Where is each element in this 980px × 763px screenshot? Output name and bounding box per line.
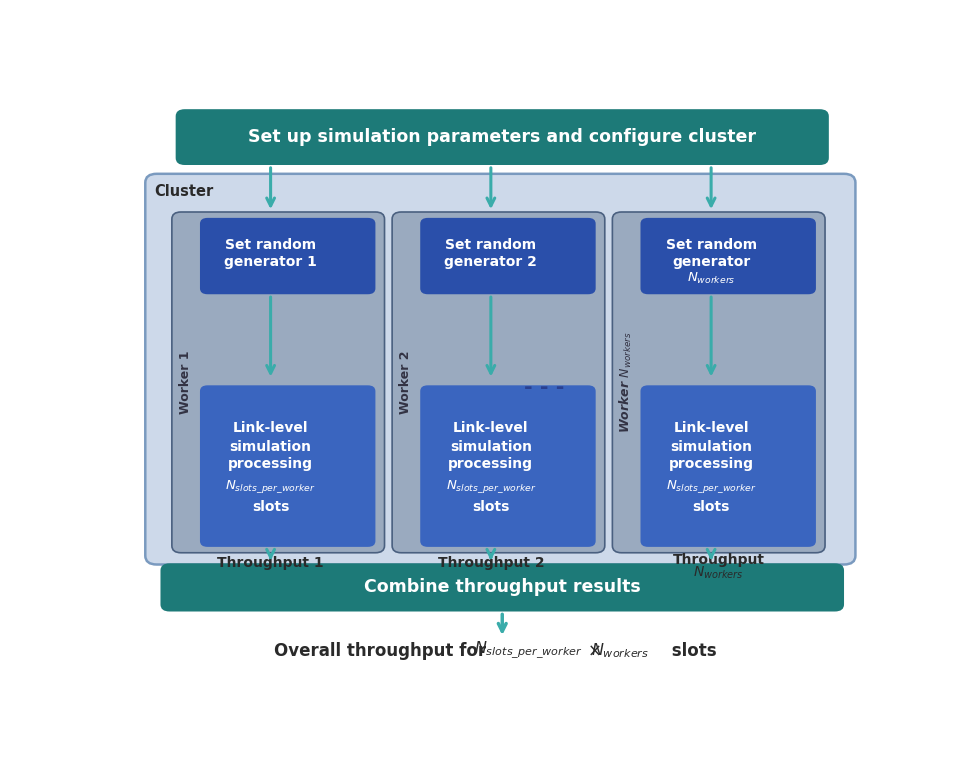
Text: Worker 2: Worker 2 bbox=[399, 351, 412, 414]
Text: Link-level: Link-level bbox=[453, 421, 528, 435]
Text: Set random: Set random bbox=[445, 239, 536, 253]
Text: $N_{slots\_per\_worker}$: $N_{slots\_per\_worker}$ bbox=[474, 640, 583, 662]
Text: Worker 1: Worker 1 bbox=[178, 351, 192, 414]
FancyBboxPatch shape bbox=[392, 212, 605, 552]
Text: Set random: Set random bbox=[665, 239, 757, 253]
FancyBboxPatch shape bbox=[200, 385, 375, 547]
FancyBboxPatch shape bbox=[200, 218, 375, 295]
FancyBboxPatch shape bbox=[420, 385, 596, 547]
Text: $N_{workers}$: $N_{workers}$ bbox=[687, 271, 735, 286]
Text: simulation: simulation bbox=[450, 439, 532, 454]
Text: generator: generator bbox=[672, 255, 751, 269]
Text: Throughput 1: Throughput 1 bbox=[218, 556, 324, 571]
Text: $\times$: $\times$ bbox=[587, 642, 600, 660]
Text: - - -: - - - bbox=[524, 378, 564, 398]
Text: generator 2: generator 2 bbox=[444, 255, 537, 269]
FancyBboxPatch shape bbox=[641, 385, 816, 547]
Text: processing: processing bbox=[668, 457, 754, 472]
FancyBboxPatch shape bbox=[145, 174, 856, 565]
FancyBboxPatch shape bbox=[161, 563, 844, 611]
Text: simulation: simulation bbox=[670, 439, 752, 454]
Text: slots: slots bbox=[252, 501, 289, 514]
Text: Worker $N_{workers}$: Worker $N_{workers}$ bbox=[617, 331, 634, 433]
Text: Link-level: Link-level bbox=[233, 421, 309, 435]
Text: $N_{workers}$: $N_{workers}$ bbox=[693, 565, 744, 581]
Text: Set random: Set random bbox=[225, 239, 317, 253]
Text: Cluster: Cluster bbox=[155, 185, 214, 199]
FancyBboxPatch shape bbox=[612, 212, 825, 552]
Text: Set up simulation parameters and configure cluster: Set up simulation parameters and configu… bbox=[248, 128, 757, 146]
FancyBboxPatch shape bbox=[175, 109, 829, 165]
Text: $N_{slots\_per\_worker}$: $N_{slots\_per\_worker}$ bbox=[446, 478, 536, 495]
Text: Overall throughput for: Overall throughput for bbox=[274, 642, 492, 660]
Text: processing: processing bbox=[449, 457, 533, 472]
Text: slots: slots bbox=[472, 501, 510, 514]
Text: slots: slots bbox=[693, 501, 730, 514]
Text: simulation: simulation bbox=[229, 439, 312, 454]
Text: Throughput: Throughput bbox=[672, 553, 764, 568]
Text: Combine throughput results: Combine throughput results bbox=[364, 578, 641, 597]
FancyBboxPatch shape bbox=[172, 212, 384, 552]
FancyBboxPatch shape bbox=[641, 218, 816, 295]
Text: $N_{slots\_per\_worker}$: $N_{slots\_per\_worker}$ bbox=[665, 478, 757, 495]
Text: $N_{slots\_per\_worker}$: $N_{slots\_per\_worker}$ bbox=[225, 478, 316, 495]
Text: processing: processing bbox=[228, 457, 313, 472]
Text: $N_{workers}$: $N_{workers}$ bbox=[591, 642, 649, 660]
Text: Throughput 2: Throughput 2 bbox=[437, 556, 544, 571]
Text: Link-level: Link-level bbox=[673, 421, 749, 435]
FancyBboxPatch shape bbox=[420, 218, 596, 295]
Text: slots: slots bbox=[665, 642, 716, 660]
Text: generator 1: generator 1 bbox=[224, 255, 318, 269]
